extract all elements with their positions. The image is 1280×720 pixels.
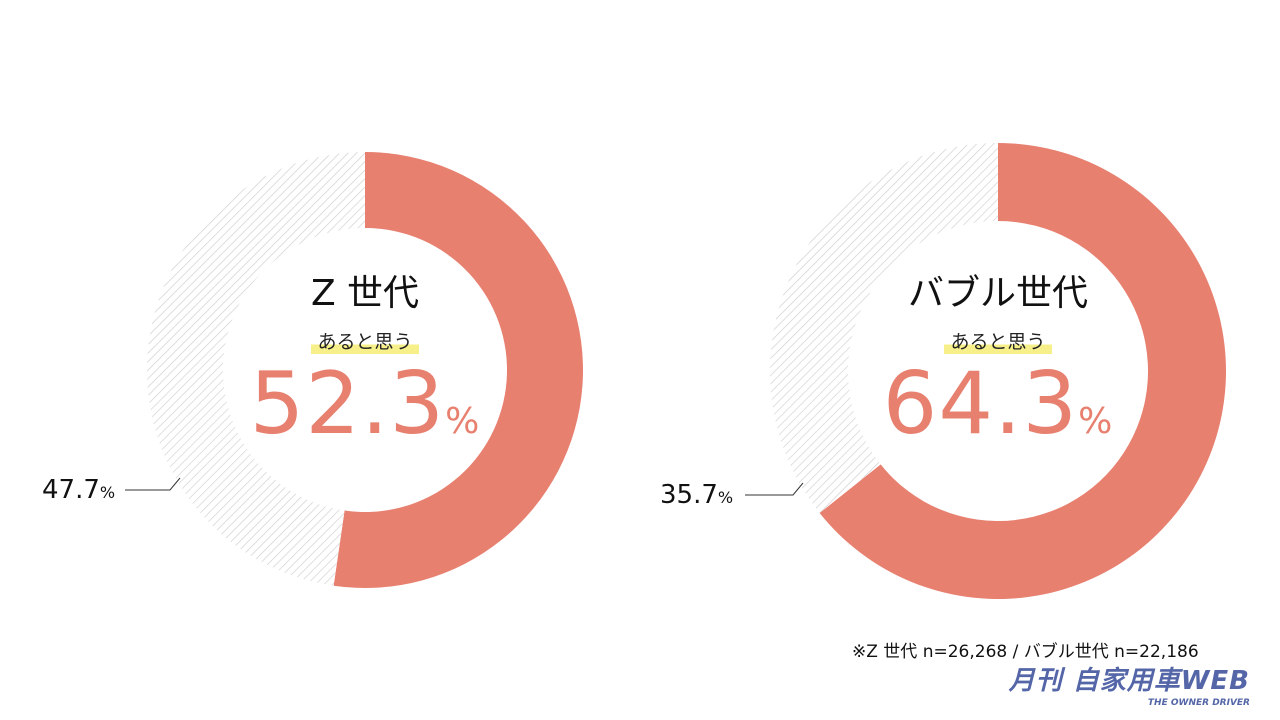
center-number: 52.3 (249, 354, 446, 454)
logo: 月刊 自家用車WEB THE OWNER DRIVER (1000, 665, 1250, 709)
other-unit: % (99, 483, 116, 502)
logo-text: 月刊 自家用車WEB (1008, 666, 1250, 696)
generation-title: Z 世代 (310, 273, 420, 314)
generation-title: バブル世代 (907, 273, 1088, 314)
logo-tagline: THE OWNER DRIVER (1147, 698, 1250, 708)
donut-bubble-generation (769, 143, 1226, 599)
center-label-bubble: バブル世代 あると思う 64.3% (848, 272, 1148, 472)
sample-size-note: ※Z 世代 n=26,268 / バブル世代 n=22,186 (852, 642, 1199, 662)
slice-other (769, 143, 998, 513)
other-number: 35.7 (660, 480, 718, 510)
leader-line-right (745, 482, 804, 496)
center-value: 52.3% (215, 354, 515, 472)
answer-label: あると思う (311, 330, 419, 354)
center-value: 64.3% (848, 354, 1148, 472)
center-number: 64.3 (882, 354, 1079, 454)
other-value-right: 35.7% (660, 480, 733, 510)
other-value-left: 47.7% (42, 475, 115, 505)
leader-line-left (125, 477, 181, 491)
center-label-z: Z 世代 あると思う 52.3% (215, 272, 515, 472)
slice-other (147, 152, 365, 586)
donut-z-generation (147, 152, 584, 589)
slice-yes (819, 143, 1226, 599)
slice-yes (333, 152, 584, 589)
center-unit: % (445, 401, 481, 442)
other-number: 47.7 (42, 475, 100, 505)
other-unit: % (717, 488, 734, 507)
center-unit: % (1078, 401, 1114, 442)
answer-label: あると思う (944, 330, 1052, 354)
